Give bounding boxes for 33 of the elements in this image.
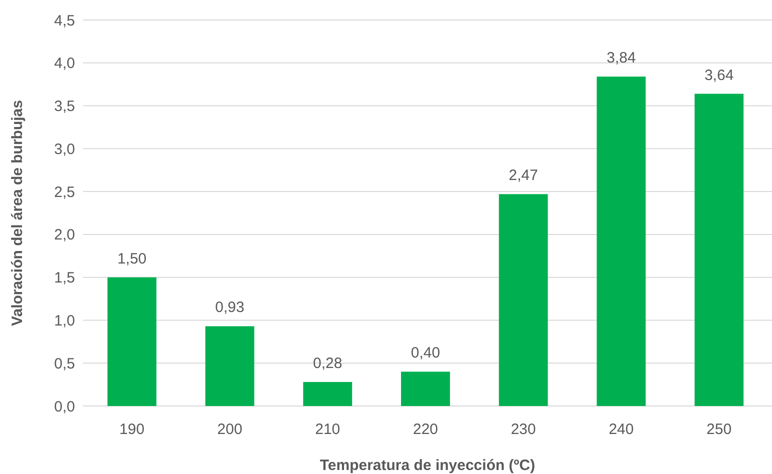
- x-tick-label: 190: [119, 421, 144, 438]
- bar: [303, 382, 352, 406]
- data-label: 1,50: [117, 250, 147, 268]
- x-tick-label: 240: [608, 421, 634, 438]
- x-tick-label: 220: [412, 421, 438, 438]
- y-tick-label: 1,5: [54, 270, 75, 287]
- x-tick-label: 250: [706, 421, 732, 438]
- bar: [107, 277, 156, 406]
- x-tick-label: 200: [217, 421, 242, 438]
- data-label: 0,93: [215, 299, 244, 316]
- y-axis-title: Valoración del área de burbujas: [9, 100, 26, 326]
- data-label: 0,40: [410, 344, 440, 362]
- data-label: 2,47: [508, 167, 538, 184]
- y-tick-label: 0,5: [54, 355, 75, 372]
- bar: [401, 372, 450, 406]
- data-label: 0,28: [313, 354, 342, 372]
- y-tick-label: 3,0: [54, 140, 75, 158]
- y-tick-label: 4,5: [54, 12, 75, 30]
- x-tick-label: 230: [510, 421, 536, 438]
- data-label: 3,64: [704, 66, 734, 84]
- bar: [596, 76, 646, 406]
- y-tick-label: 4,0: [54, 55, 75, 72]
- x-tick-label: 210: [315, 421, 340, 438]
- y-tick-label: 2,0: [54, 226, 75, 244]
- x-axis-title: Temperatura de inyección (ºC): [320, 457, 536, 474]
- data-label: 3,84: [606, 50, 636, 67]
- bar: [205, 326, 254, 406]
- bar: [694, 94, 744, 406]
- y-tick-label: 2,5: [54, 184, 75, 201]
- y-tick-label: 0,0: [54, 398, 75, 416]
- bar: [498, 194, 548, 406]
- y-tick-label: 1,0: [54, 312, 75, 330]
- y-tick-label: 3,5: [54, 98, 75, 116]
